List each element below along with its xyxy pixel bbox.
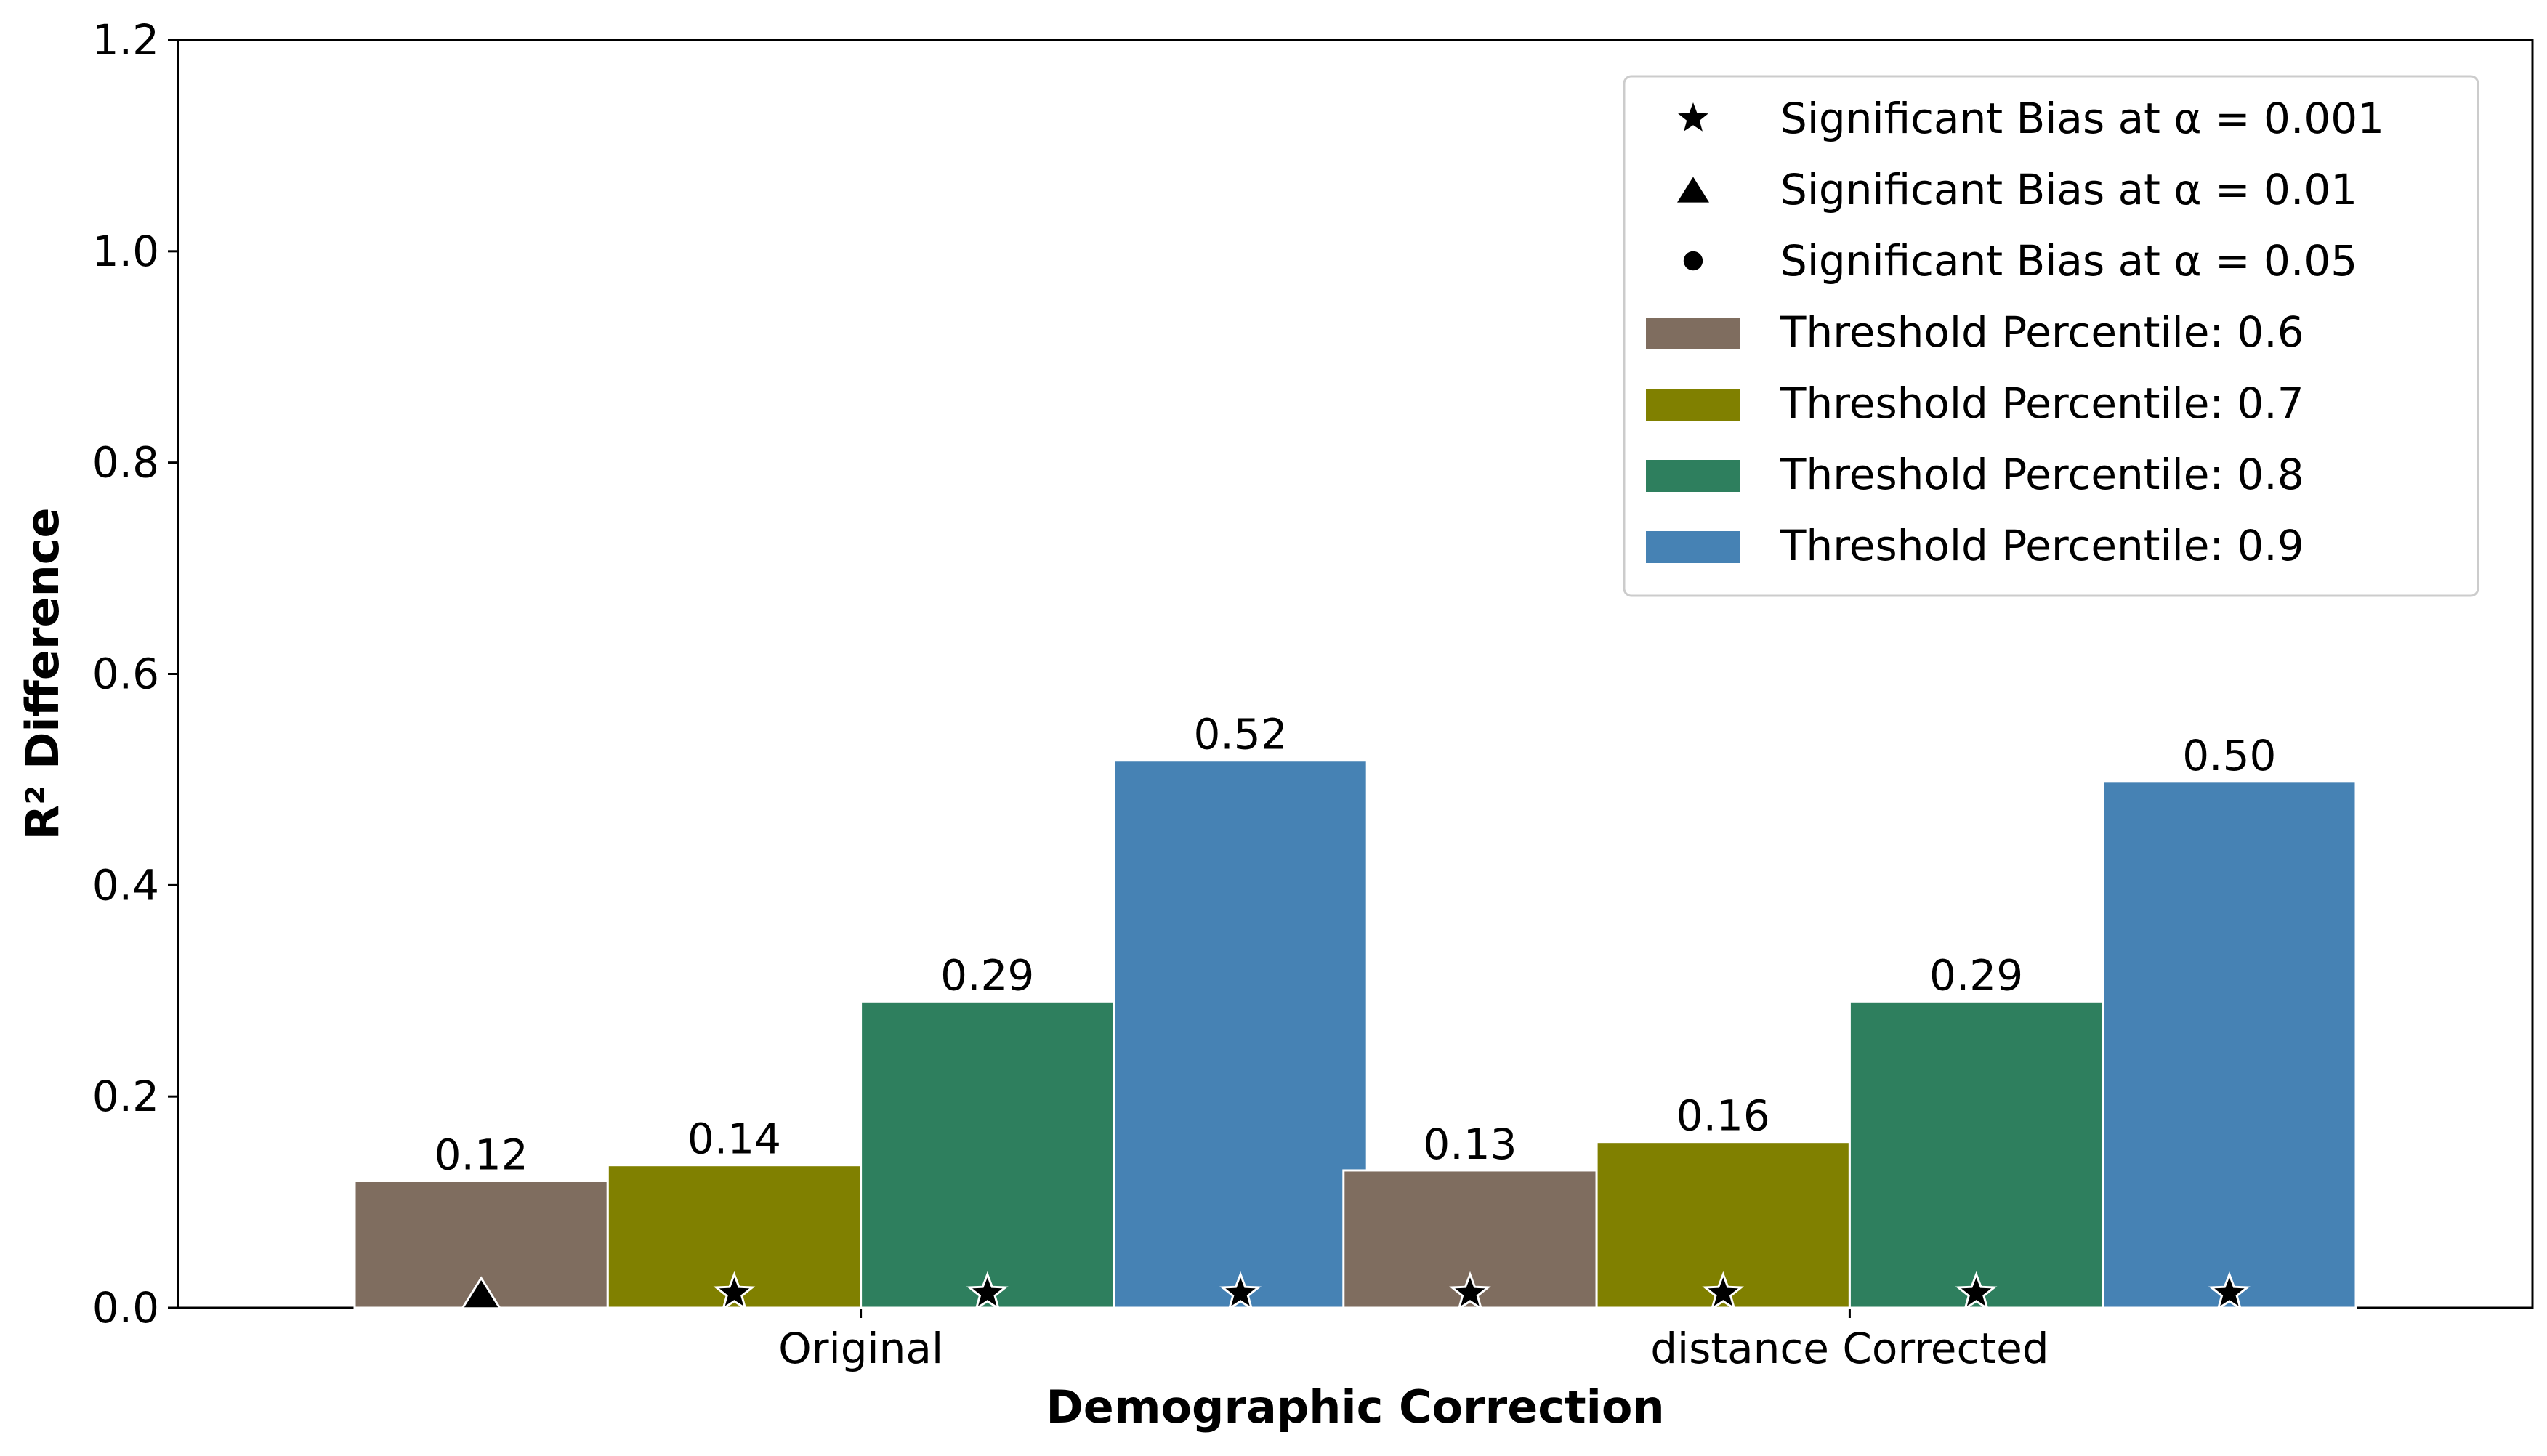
triangle-marker — [460, 1276, 502, 1310]
legend-label: Threshold Percentile: 0.9 — [1780, 521, 2304, 570]
legend: Significant Bias at α = 0.001 Significant… — [1623, 75, 2479, 597]
x-tick-label: distance Corrected — [1650, 1324, 2049, 1373]
data-label: 0.13 — [1423, 1120, 1517, 1169]
data-label: 0.50 — [2182, 731, 2276, 780]
data-label: 0.52 — [1193, 710, 1287, 759]
y-axis: 0.0 0.2 0.4 0.6 0.8 1.0 1.2 — [92, 15, 178, 1332]
bar — [1113, 759, 1368, 1309]
y-axis-title: R² Difference — [16, 507, 69, 839]
significance-markers — [460, 1271, 2251, 1311]
legend-triangle-icon — [1677, 177, 1709, 203]
star-marker — [966, 1271, 1009, 1311]
legend-label: Significant Bias at α = 0.05 — [1780, 236, 2357, 286]
legend-swatch — [1646, 460, 1740, 492]
legend-box — [1623, 75, 2479, 597]
legend-circle-icon — [1683, 251, 1703, 271]
legend-label: Threshold Percentile: 0.8 — [1780, 450, 2304, 499]
legend-label: Significant Bias at α = 0.001 — [1780, 94, 2384, 143]
y-tick-label: 0.4 — [92, 860, 159, 910]
legend-label: Threshold Percentile: 0.6 — [1780, 307, 2304, 357]
y-tick-label: 0.2 — [92, 1072, 159, 1121]
star-marker — [1702, 1271, 1745, 1311]
legend-label: Significant Bias at α = 0.01 — [1780, 165, 2357, 214]
legend-star-icon — [1678, 102, 1708, 132]
data-label: 0.16 — [1676, 1091, 1770, 1141]
star-marker — [2208, 1271, 2251, 1311]
x-tick-label: Original — [778, 1324, 943, 1373]
data-label: 0.14 — [687, 1115, 781, 1164]
bar — [860, 1000, 1115, 1309]
x-axis: Original distance Corrected — [778, 1308, 2049, 1373]
legend-label: Threshold Percentile: 0.7 — [1780, 379, 2304, 428]
data-label: 0.12 — [435, 1131, 528, 1180]
x-axis-title: Demographic Correction — [1046, 1380, 1664, 1433]
star-marker — [713, 1271, 756, 1311]
data-label: 0.29 — [1929, 950, 2023, 1000]
bar — [1848, 1000, 2104, 1309]
y-tick-label: 0.0 — [92, 1283, 159, 1332]
y-tick-label: 0.8 — [92, 438, 159, 488]
y-tick-label: 0.6 — [92, 650, 159, 699]
star-marker — [1955, 1271, 1998, 1311]
y-tick-label: 1.2 — [92, 15, 159, 65]
data-label: 0.29 — [940, 950, 1034, 1000]
y-tick-label: 1.0 — [92, 227, 159, 276]
legend-swatch — [1646, 318, 1740, 349]
legend-swatch — [1646, 389, 1740, 421]
legend-swatch — [1646, 531, 1740, 563]
bars: 0.12 0.14 0.29 0.52 0.13 0.16 0.29 0.50 — [353, 710, 2357, 1309]
star-marker — [1449, 1271, 1491, 1311]
bar — [2102, 780, 2357, 1309]
star-marker — [1219, 1271, 1262, 1311]
